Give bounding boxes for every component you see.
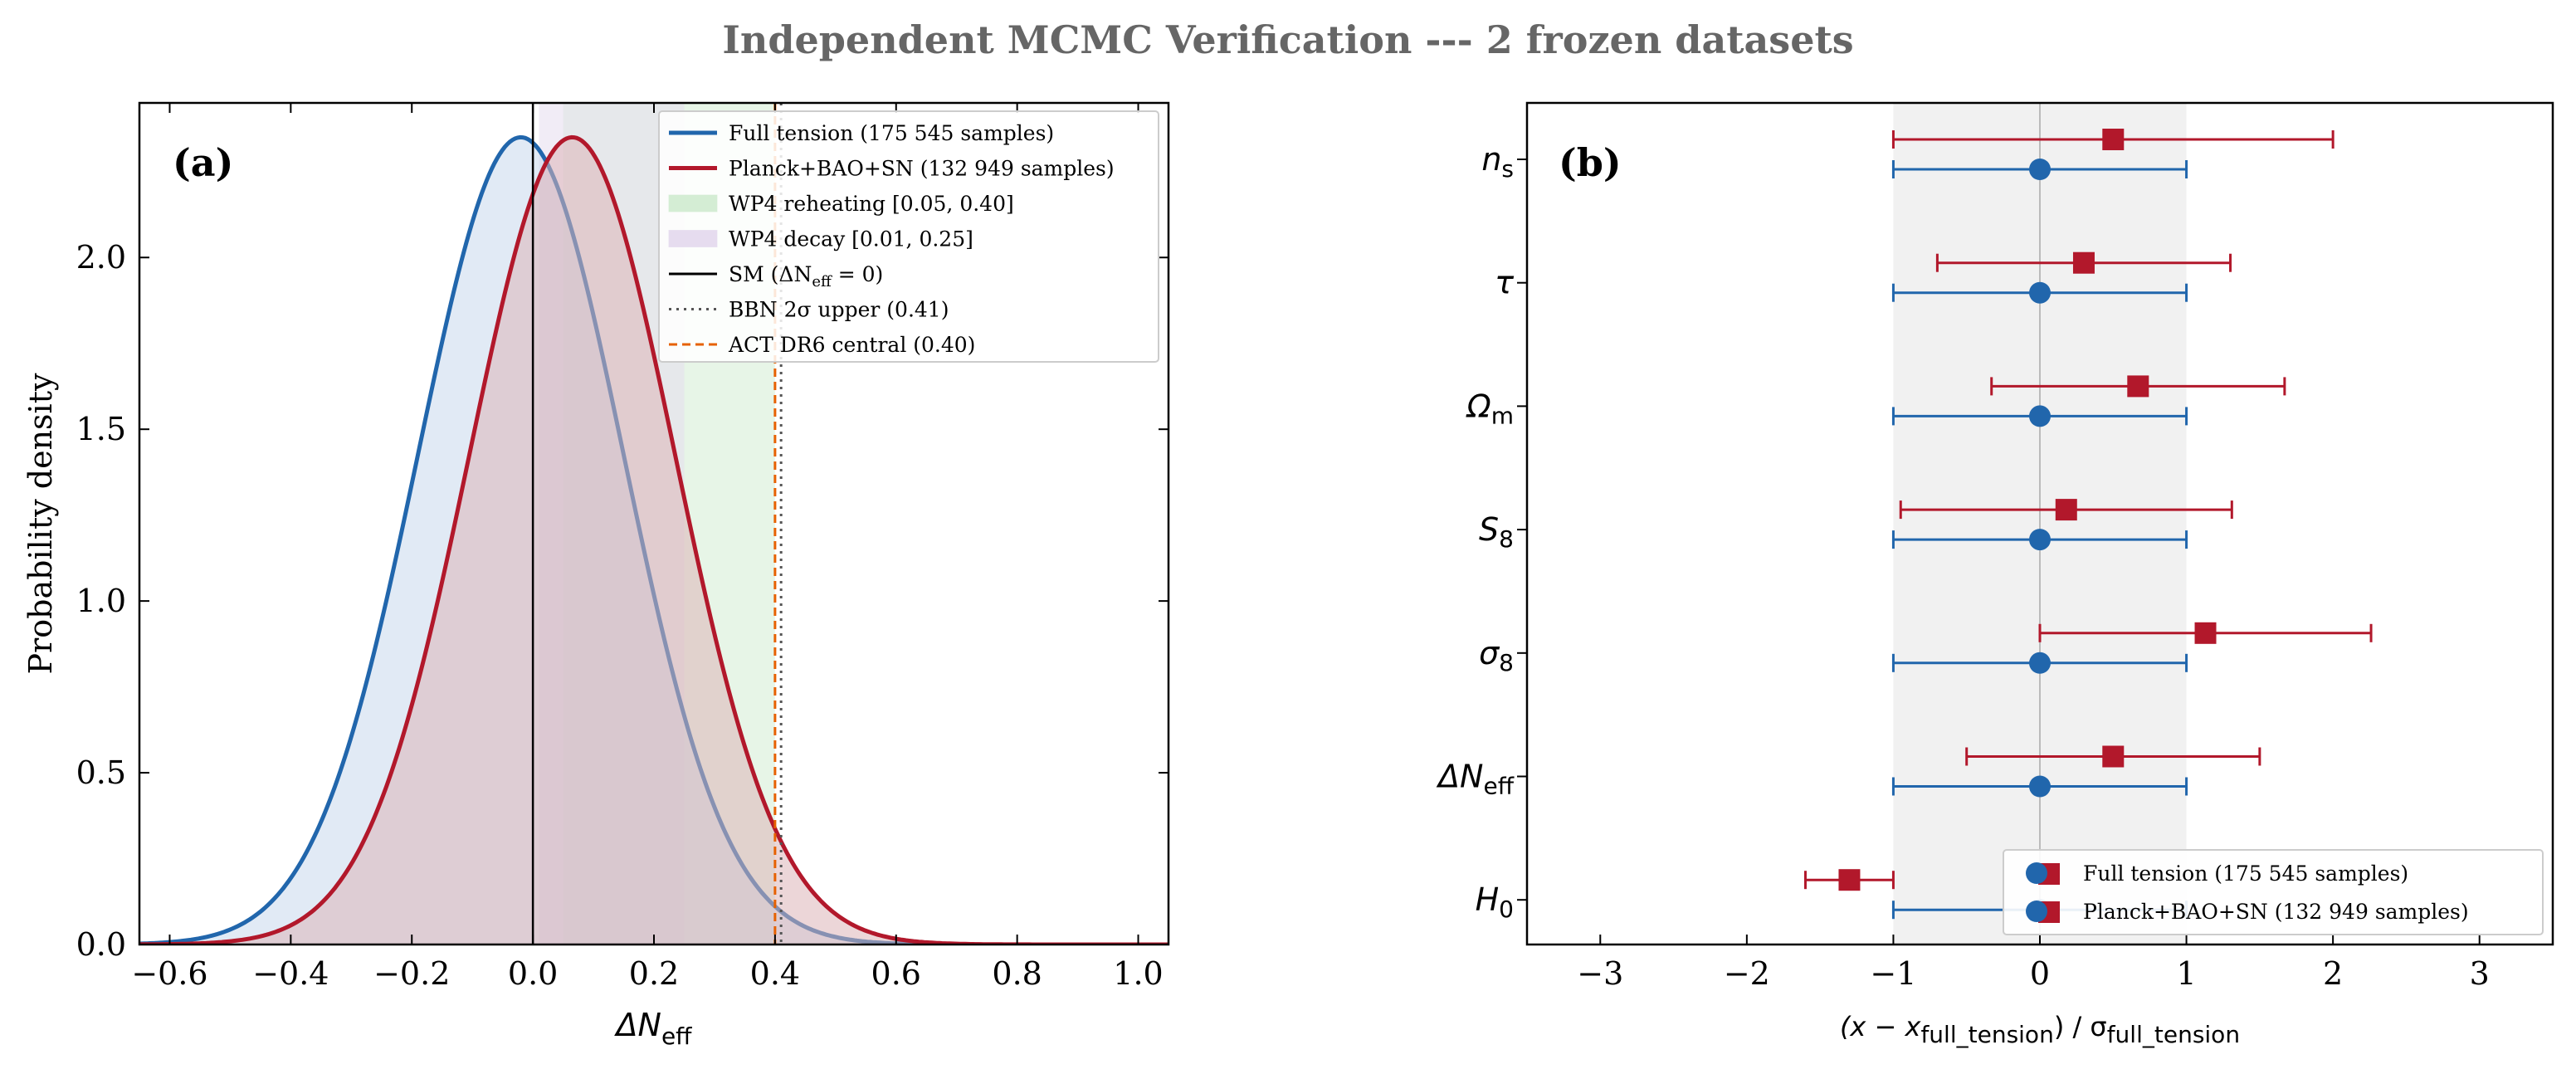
point-full-tension: [2029, 281, 2051, 304]
point-full-tension: [2029, 529, 2051, 551]
panel-b-legend: Full tension (175 545 samples) Planck+BAO…: [2003, 849, 2544, 935]
x-tick-label: 0: [2030, 955, 2050, 992]
param-label: σ8: [1479, 635, 1514, 676]
point-planck: [2072, 251, 2095, 274]
point-full-tension: [2029, 652, 2051, 674]
x-tick-label: −0.4: [252, 955, 329, 992]
param-label: ΔNeff: [1436, 759, 1515, 800]
point-full-tension: [2029, 159, 2051, 180]
point-full-tension: [2029, 405, 2051, 427]
panel-a-label: (a): [173, 140, 233, 185]
x-tick-label: 1.0: [1113, 955, 1163, 992]
y-tick-label: 1.5: [76, 411, 126, 447]
x-tick-label: 3: [2470, 955, 2490, 992]
x-tick-label: 0.4: [750, 955, 800, 992]
y-tick-label: 1.0: [76, 583, 126, 619]
legend-label: WP4 decay [0.01, 0.25]: [729, 227, 973, 251]
x-tick-label: −0.2: [373, 955, 450, 992]
legend-label: Planck+BAO+SN (132 949 samples): [729, 157, 1115, 181]
x-tick-label: −3: [1577, 955, 1623, 992]
point-planck: [2127, 375, 2149, 398]
x-tick-label: 0.8: [992, 955, 1042, 992]
point-full-tension: [2029, 775, 2051, 798]
point-planck: [2055, 499, 2077, 521]
legend-label: Planck+BAO+SN (132 949 samples): [2083, 900, 2469, 924]
density-fill-planck: [139, 137, 1168, 945]
x-tick-label: 2: [2323, 955, 2343, 992]
figure-title: Independent MCMC Verification --- 2 froz…: [722, 17, 1853, 62]
legend-label: SM (ΔNeff = 0): [729, 262, 883, 290]
legend-label: BBN 2σ upper (0.41): [729, 298, 949, 322]
legend-circle: [2026, 901, 2047, 922]
point-planck: [2102, 129, 2125, 150]
legend-box: [2003, 849, 2544, 935]
y-tick-label: 2.0: [76, 239, 126, 276]
point-planck: [2102, 745, 2125, 768]
x-tick-label: 0.6: [871, 955, 921, 992]
param-label: ns: [1481, 141, 1514, 183]
x-tick-label: 0.2: [629, 955, 679, 992]
y-tick-label: 0.0: [76, 926, 126, 963]
x-tick-label: −1: [1870, 955, 1916, 992]
param-label: H0: [1476, 881, 1514, 923]
panel-a-density-plot: −0.6 −0.4 −0.2 0.0 0.2 0.4 0.6 0.8 1.0 0.0 0.5 1.0…: [22, 101, 1170, 1050]
y-tick-label: 0.5: [76, 754, 126, 791]
density-fill-full-tension: [139, 137, 1168, 945]
legend-label: Full tension (175 545 samples): [2083, 862, 2408, 886]
legend-label: Full tension (175 545 samples): [729, 121, 1054, 145]
panel-a-legend: Full tension (175 545 samples) Planck+BAO…: [658, 110, 1159, 363]
panel-b-label: (b): [1559, 140, 1622, 185]
panel-a-ylabel: Probability density: [22, 373, 59, 674]
param-label: Ωm: [1466, 388, 1514, 429]
panel-b-parameter-shifts: −3 −2 −1 0 1 2 3 ns τ Ωm S8 σ8 ΔNeff H0 (b) (x − xfu…: [1436, 101, 2554, 1048]
x-tick-label: 0.0: [508, 955, 558, 992]
legend-label: ACT DR6 central (0.40): [728, 333, 975, 357]
legend-swatch-patch: [668, 194, 718, 212]
panel-b-xlabel: (x − xfull_tension) / σfull_tension: [1840, 1011, 2240, 1048]
x-tick-label: −2: [1724, 955, 1770, 992]
param-label: S8: [1479, 511, 1514, 553]
panel-a-xlabel: ΔNeff: [614, 1007, 693, 1050]
legend-label: WP4 reheating [0.05, 0.40]: [729, 192, 1014, 216]
x-tick-label: −0.6: [131, 955, 207, 992]
point-planck: [1838, 869, 1861, 891]
point-planck: [2194, 622, 2217, 644]
legend-swatch-patch: [668, 230, 718, 247]
legend-box: [658, 110, 1159, 363]
legend-circle: [2026, 862, 2047, 884]
param-label: τ: [1495, 265, 1515, 301]
x-tick-label: 1: [2176, 955, 2196, 992]
